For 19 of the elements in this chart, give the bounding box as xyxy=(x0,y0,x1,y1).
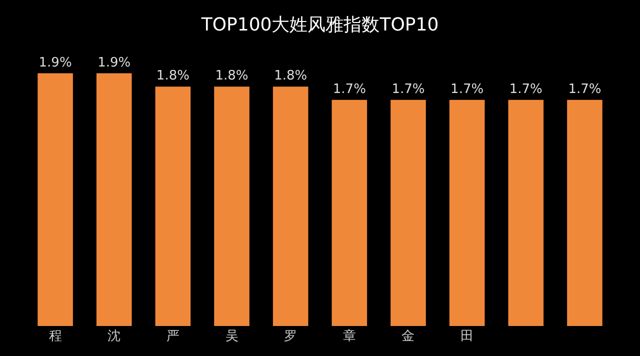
data-label: 1.8% xyxy=(215,68,248,84)
x-tick-label: 吴 xyxy=(225,329,238,344)
x-tick-label: 田 xyxy=(460,329,474,344)
data-label: 1.7% xyxy=(568,82,602,97)
x-tick-label: 罗 xyxy=(284,329,298,344)
x-tick-label: 严 xyxy=(166,329,180,344)
chart-title: TOP100大姓风雅指数TOP10 xyxy=(200,14,439,36)
data-label: 1.7% xyxy=(509,82,542,97)
data-label: 1.7% xyxy=(332,82,366,97)
data-label: 1.7% xyxy=(450,82,484,97)
data-label: 1.9% xyxy=(38,55,72,70)
data-label: 1.8% xyxy=(274,68,308,84)
data-label: 1.7% xyxy=(392,82,425,97)
x-tick-label: 程 xyxy=(48,329,62,344)
x-tick-label: 沈 xyxy=(108,329,121,344)
data-label: 1.8% xyxy=(156,68,190,84)
x-tick-label: 章 xyxy=(342,329,356,344)
data-label: 1.9% xyxy=(98,55,131,70)
x-tick-label: 金 xyxy=(402,329,415,344)
